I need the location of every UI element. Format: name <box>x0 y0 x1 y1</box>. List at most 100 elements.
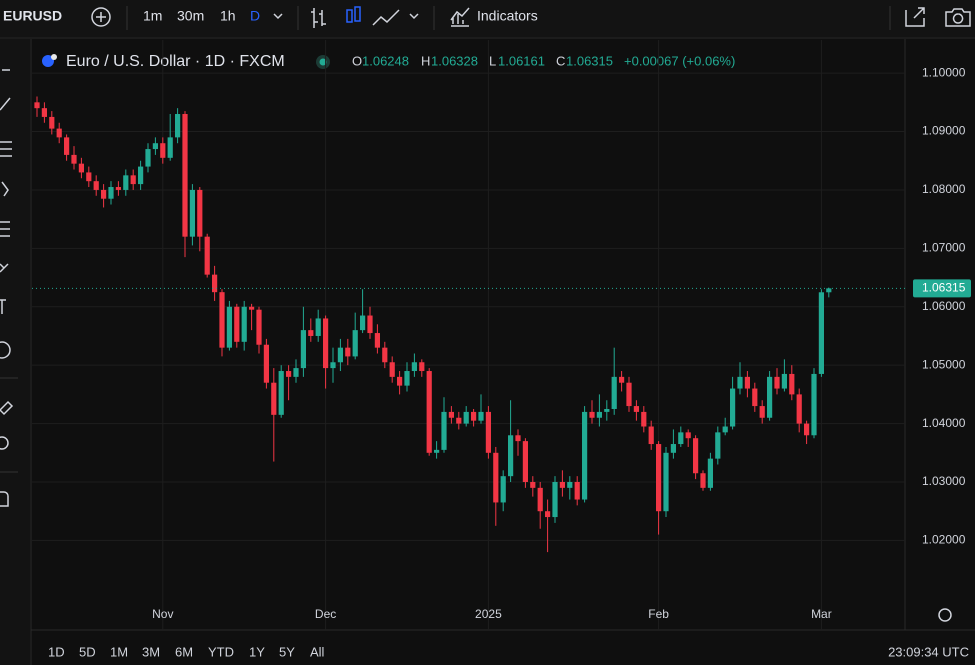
top-toolbar <box>0 0 975 37</box>
interval-menu[interactable] <box>273 13 283 20</box>
range-button[interactable]: 5Y <box>279 644 295 659</box>
candle-body <box>145 149 151 167</box>
candle-body <box>722 426 728 433</box>
y-tick-label: 1.04000 <box>922 416 966 430</box>
ruler-tool[interactable] <box>0 400 14 416</box>
change: +0.00067 (+0.06%) <box>624 53 735 68</box>
x-tick-label: Feb <box>648 607 669 621</box>
candle-body <box>123 175 129 190</box>
candle-body <box>167 137 173 158</box>
candle-body <box>441 411 447 450</box>
candle-body <box>530 482 536 488</box>
candle-body <box>781 373 787 389</box>
interval-active[interactable]: D <box>250 8 260 24</box>
candle-body <box>559 482 565 488</box>
candle-body <box>160 143 166 158</box>
candle-body <box>537 487 543 512</box>
candle-body <box>226 306 232 348</box>
candle-body <box>767 376 773 418</box>
zoom-tool[interactable] <box>0 436 9 450</box>
candle-body <box>93 181 99 190</box>
candle-body <box>286 371 292 377</box>
candle-body <box>337 347 343 363</box>
range-button[interactable]: 1D <box>48 644 65 659</box>
candle-body <box>641 411 647 427</box>
x-tick-label: Dec <box>315 607 336 621</box>
candle-body <box>382 347 388 363</box>
last-price-box <box>913 279 971 298</box>
brush-tool[interactable] <box>0 263 9 273</box>
candle-body <box>663 452 669 512</box>
candle-body <box>611 376 617 409</box>
add-symbol-plus <box>96 12 106 22</box>
candle-body <box>78 163 84 173</box>
candle-body <box>574 482 580 500</box>
y-tick-label: 1.02000 <box>922 533 966 547</box>
candle-body <box>700 473 706 488</box>
candle-body <box>360 315 366 331</box>
clock: 23:09:34 UTC <box>888 644 969 659</box>
range-button[interactable]: 6M <box>175 644 193 659</box>
candle-body <box>678 432 684 445</box>
indicators-icon[interactable] <box>450 7 470 27</box>
add-symbol[interactable] <box>91 7 111 27</box>
candle-body <box>811 373 817 436</box>
candle-body <box>49 116 55 129</box>
candle-body <box>212 274 218 293</box>
candle-body <box>219 292 225 348</box>
emoji-tool[interactable] <box>0 341 11 359</box>
chart-title: Euro / U.S. Dollar · 1D · FXCM <box>66 53 285 70</box>
interval[interactable]: 1h <box>220 8 236 24</box>
interval[interactable]: 1m <box>143 8 162 24</box>
candle-body <box>345 347 351 357</box>
candle-body <box>552 482 558 518</box>
magnet-tool[interactable] <box>0 491 9 507</box>
fib-tool[interactable] <box>0 141 12 157</box>
candle-body <box>56 128 62 138</box>
range-button[interactable]: All <box>310 644 325 659</box>
indicators-button[interactable]: Indicators <box>477 8 538 24</box>
projection-tool[interactable] <box>0 221 10 237</box>
candle-body <box>804 423 810 436</box>
candle-body <box>34 102 40 109</box>
range-button[interactable]: YTD <box>208 644 234 659</box>
snapshot-icon[interactable] <box>945 8 971 27</box>
candle-body <box>434 449 440 453</box>
candle-body <box>604 408 610 412</box>
left-toolbar <box>0 39 30 665</box>
candles-icon[interactable] <box>346 6 361 23</box>
text-tool[interactable] <box>0 299 6 314</box>
candle-body <box>471 411 477 421</box>
interval[interactable]: 30m <box>177 8 204 24</box>
settings-icon[interactable] <box>938 608 952 622</box>
candle-body <box>411 362 417 372</box>
range-button[interactable]: 1M <box>110 644 128 659</box>
candle-body <box>693 438 699 474</box>
candle-body <box>796 394 802 424</box>
ohlc-letter: C <box>556 53 565 68</box>
ohlc-letter: H <box>421 53 430 68</box>
candle-body <box>744 376 750 389</box>
pattern-tool[interactable] <box>1 181 9 197</box>
candle-body <box>448 411 454 418</box>
y-tick-label: 1.03000 <box>922 474 966 488</box>
range-button[interactable]: 3M <box>142 644 160 659</box>
chart-type-menu[interactable] <box>409 13 419 20</box>
symbol[interactable]: EURUSD <box>3 8 62 24</box>
trend-tool[interactable] <box>0 97 11 111</box>
popout-icon[interactable] <box>905 7 925 27</box>
ohlc-value: 1.06328 <box>431 53 478 68</box>
candle-body <box>204 236 210 275</box>
candle-body <box>419 362 425 372</box>
range-button[interactable]: 1Y <box>249 644 265 659</box>
candle-body <box>182 114 188 237</box>
symbol-flag <box>51 54 57 60</box>
bars-icon[interactable] <box>311 8 326 28</box>
line-icon[interactable] <box>372 9 400 26</box>
candle-body <box>656 444 662 512</box>
candle-body <box>759 406 765 418</box>
range-button[interactable]: 5D <box>79 644 96 659</box>
ohlc-value: 1.06315 <box>566 53 613 68</box>
candle-body <box>545 511 551 518</box>
candle-body <box>352 330 358 357</box>
